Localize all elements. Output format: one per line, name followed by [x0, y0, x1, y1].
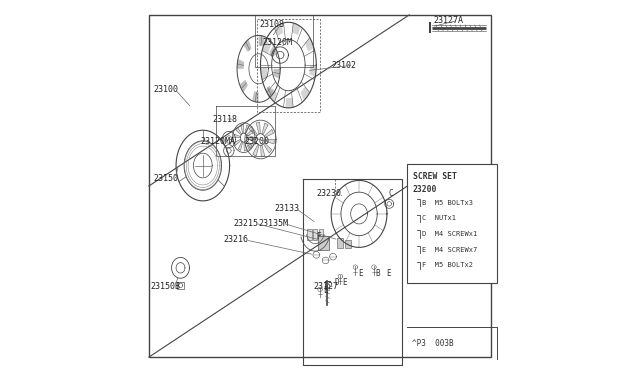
Polygon shape — [237, 59, 244, 69]
Polygon shape — [259, 35, 265, 46]
Text: C  NUTx1: C NUTx1 — [422, 215, 456, 221]
Polygon shape — [285, 98, 293, 108]
Text: D  M4 SCREWx1: D M4 SCREWx1 — [422, 231, 477, 237]
Polygon shape — [234, 139, 241, 145]
Polygon shape — [269, 45, 278, 58]
Text: 23108: 23108 — [259, 20, 284, 29]
Polygon shape — [243, 39, 252, 52]
Text: 23135M: 23135M — [259, 219, 289, 228]
Polygon shape — [234, 134, 241, 138]
Polygon shape — [264, 143, 272, 153]
Polygon shape — [305, 38, 314, 52]
Text: B  M5 BOLTx3: B M5 BOLTx3 — [422, 200, 474, 206]
Text: SCREW SET: SCREW SET — [413, 172, 457, 181]
Text: 23150B: 23150B — [150, 282, 180, 291]
Polygon shape — [247, 138, 254, 141]
Text: E: E — [342, 278, 346, 287]
Text: E: E — [323, 286, 328, 295]
Polygon shape — [275, 23, 283, 36]
Text: 23230: 23230 — [317, 189, 342, 198]
Polygon shape — [241, 124, 244, 134]
Polygon shape — [262, 40, 271, 54]
Text: 23120M: 23120M — [262, 38, 292, 47]
Text: 23100: 23100 — [153, 85, 178, 94]
Text: D: D — [335, 278, 339, 287]
Text: 23127: 23127 — [313, 282, 338, 291]
Text: E  M4 SCREWx7: E M4 SCREWx7 — [422, 247, 477, 253]
Bar — [177, 282, 184, 289]
Text: B: B — [375, 269, 380, 278]
Bar — [408, 164, 497, 283]
Polygon shape — [309, 65, 316, 77]
Text: 23200: 23200 — [244, 137, 269, 146]
Polygon shape — [246, 140, 252, 148]
Bar — [318, 236, 330, 250]
Polygon shape — [266, 86, 274, 99]
Polygon shape — [256, 122, 260, 134]
Text: 23118: 23118 — [212, 115, 237, 124]
Polygon shape — [247, 142, 257, 150]
Text: F: F — [316, 232, 321, 241]
Polygon shape — [260, 145, 265, 157]
Polygon shape — [246, 130, 253, 136]
Polygon shape — [260, 67, 268, 80]
Polygon shape — [273, 69, 280, 78]
Bar — [319, 229, 323, 240]
Text: 23150: 23150 — [153, 174, 178, 183]
Text: 23216: 23216 — [224, 235, 249, 244]
Text: E: E — [358, 269, 364, 278]
Text: 23102: 23102 — [332, 61, 356, 70]
Polygon shape — [253, 144, 259, 156]
Text: 23127A: 23127A — [433, 16, 463, 25]
Text: E: E — [387, 269, 391, 278]
Text: 23133: 23133 — [274, 204, 299, 213]
Bar — [337, 238, 344, 248]
Polygon shape — [252, 91, 259, 102]
Polygon shape — [268, 88, 278, 102]
Polygon shape — [249, 126, 257, 136]
Polygon shape — [244, 125, 249, 134]
Text: 23215: 23215 — [233, 219, 258, 228]
Polygon shape — [301, 87, 310, 100]
Text: F  M5 BOLTx2: F M5 BOLTx2 — [422, 262, 474, 268]
Polygon shape — [262, 123, 268, 135]
Polygon shape — [244, 142, 247, 151]
Bar — [313, 229, 317, 240]
Polygon shape — [238, 141, 243, 150]
Bar — [307, 229, 312, 240]
Polygon shape — [236, 127, 242, 135]
Polygon shape — [264, 129, 274, 137]
Text: C: C — [388, 189, 393, 198]
Polygon shape — [239, 80, 248, 93]
Polygon shape — [292, 23, 301, 35]
Polygon shape — [265, 140, 275, 144]
Text: 23120MA: 23120MA — [200, 137, 236, 146]
Polygon shape — [246, 135, 256, 140]
Text: 23200: 23200 — [413, 185, 437, 194]
Bar — [346, 240, 351, 248]
Text: ^P3  003B: ^P3 003B — [412, 339, 454, 348]
